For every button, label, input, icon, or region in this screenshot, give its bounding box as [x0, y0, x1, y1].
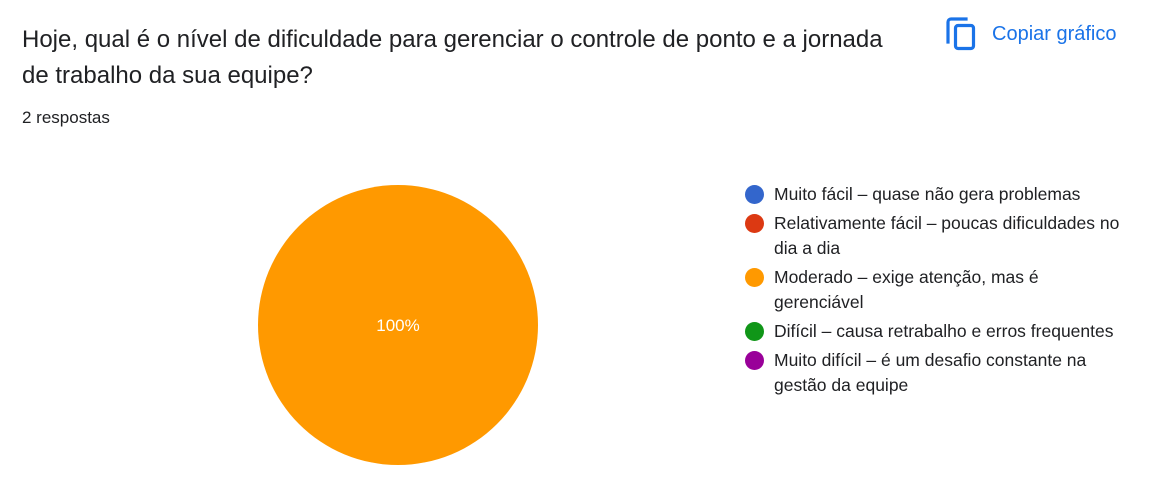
- legend-label: Difícil – causa retrabalho e erros frequ…: [774, 321, 1114, 341]
- legend-label: Muito fácil – quase não gera problemas: [774, 184, 1081, 204]
- question-title: Hoje, qual é o nível de dificuldade para…: [22, 26, 883, 89]
- legend-swatch: [745, 268, 764, 287]
- legend-label: Relativamente fácil – poucas dificuldade…: [774, 213, 1120, 258]
- pie-slice[interactable]: [258, 185, 538, 465]
- legend-label: Muito difícil – é um desafio constante n…: [774, 350, 1087, 395]
- copy-chart-button[interactable]: Copiar gráfico: [942, 14, 1121, 54]
- response-count: 2 respostas: [22, 108, 110, 127]
- legend-item[interactable]: Muito fácil – quase não gera problemas: [745, 182, 1125, 207]
- legend-item[interactable]: Moderado – exige atenção, mas é gerenciá…: [745, 265, 1125, 315]
- copy-icon: [946, 17, 976, 51]
- legend-swatch: [745, 185, 764, 204]
- legend-label: Moderado – exige atenção, mas é gerenciá…: [774, 267, 1039, 312]
- copy-chart-label: Copiar gráfico: [992, 22, 1117, 45]
- legend-item[interactable]: Relativamente fácil – poucas dificuldade…: [745, 211, 1125, 261]
- pie-data-label: 100%: [376, 316, 419, 335]
- legend-swatch: [745, 322, 764, 341]
- chart-legend: Muito fácil – quase não gera problemas Re…: [745, 182, 1125, 402]
- legend-swatch: [745, 214, 764, 233]
- legend-swatch: [745, 351, 764, 370]
- legend-item[interactable]: Difícil – causa retrabalho e erros frequ…: [745, 319, 1125, 344]
- legend-item[interactable]: Muito difícil – é um desafio constante n…: [745, 348, 1125, 398]
